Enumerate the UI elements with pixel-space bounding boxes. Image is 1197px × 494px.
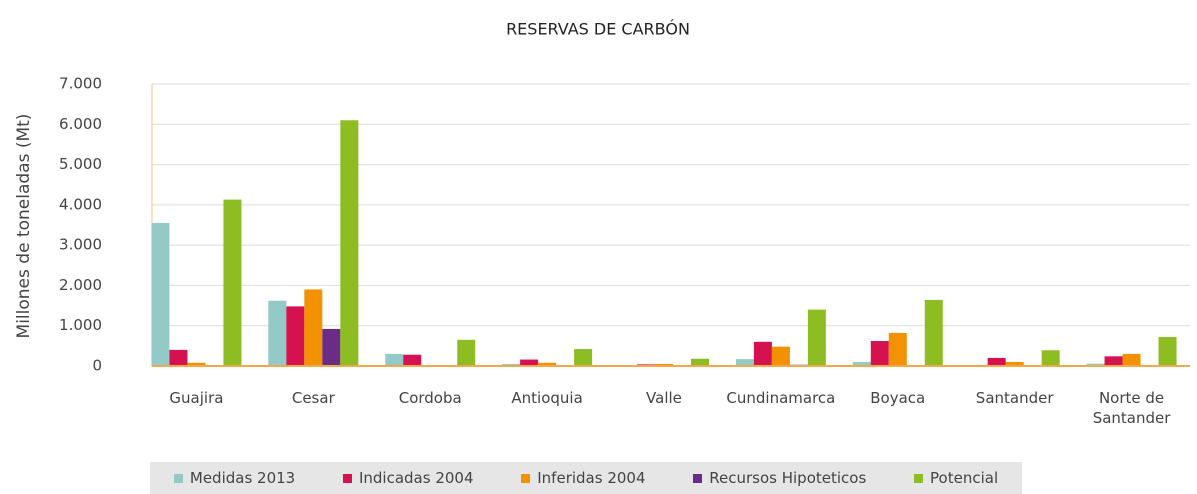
x-tick-label: Cundinamarca xyxy=(726,389,836,407)
legend-item: Indicadas 2004 xyxy=(342,469,474,487)
bar xyxy=(304,289,323,366)
bar xyxy=(1122,353,1141,366)
chart: RESERVAS DE CARBÓN Millones de toneladas… xyxy=(14,20,1190,375)
bar xyxy=(322,328,341,366)
bar xyxy=(870,341,889,366)
chart-title: RESERVAS DE CARBÓN xyxy=(506,20,690,39)
bar xyxy=(385,353,404,366)
legend-label: Potencial xyxy=(930,469,999,487)
y-tick-label: 3.000 xyxy=(59,236,102,254)
bar xyxy=(1104,356,1123,366)
bar xyxy=(169,349,188,366)
bar xyxy=(520,359,539,366)
x-tick-label: Cordoba xyxy=(398,389,462,407)
bar xyxy=(1041,350,1060,366)
y-tick-label: 6.000 xyxy=(59,115,102,133)
bar xyxy=(924,299,943,366)
legend-swatch xyxy=(521,473,531,483)
legend-item: Potencial xyxy=(914,469,998,487)
bar xyxy=(286,306,305,366)
y-tick-label: 5.000 xyxy=(59,155,102,173)
bar xyxy=(151,222,170,366)
legend: Medidas 2013 Indicadas 2004 Inferidas 2004… xyxy=(150,462,1022,494)
bar xyxy=(268,300,287,366)
bar xyxy=(223,199,242,366)
bar xyxy=(187,362,206,366)
bar xyxy=(987,357,1006,366)
legend-swatch xyxy=(173,473,183,483)
y-tick-label: 7.000 xyxy=(59,75,102,93)
bar xyxy=(691,358,709,366)
bar xyxy=(574,349,593,366)
bar xyxy=(340,120,359,366)
bar xyxy=(403,354,422,366)
legend-label: Inferidas 2004 xyxy=(537,469,646,487)
bar xyxy=(457,339,476,366)
bar xyxy=(1005,361,1024,366)
legend-item: Recursos Hipoteticos xyxy=(693,469,866,487)
legend-item: Inferidas 2004 xyxy=(521,469,646,487)
legend-item: Medidas 2013 xyxy=(173,469,296,487)
x-tick-label: Antioquia xyxy=(511,389,583,407)
x-tick-label: Guajira xyxy=(169,389,224,407)
x-tick-label: Cesar xyxy=(291,389,335,407)
x-tick-label: Santander xyxy=(975,389,1054,407)
x-tick-label: Valle xyxy=(646,389,682,407)
legend-label: Medidas 2013 xyxy=(189,469,296,487)
bar xyxy=(735,359,754,366)
bar xyxy=(1158,336,1177,366)
legend-label: Indicadas 2004 xyxy=(358,469,474,487)
bar xyxy=(807,309,826,366)
legend-label: Recursos Hipoteticos xyxy=(709,469,867,487)
bar xyxy=(1086,363,1105,366)
legend-swatch xyxy=(342,473,352,483)
legend-swatch xyxy=(914,473,924,483)
x-tick-label: Norte de Santander xyxy=(1092,389,1171,427)
bar xyxy=(502,363,521,366)
x-tick-label: Boyaca xyxy=(870,389,926,407)
bar xyxy=(753,341,772,366)
bar xyxy=(852,361,871,366)
y-tick-label: 0 xyxy=(92,357,102,375)
legend-swatch xyxy=(693,473,703,483)
bar xyxy=(771,346,790,366)
bar xyxy=(888,332,907,366)
bar xyxy=(655,363,673,366)
y-tick-label: 1.000 xyxy=(59,316,102,334)
y-axis-label: Millones de toneladas (Mt) xyxy=(14,114,34,339)
bar xyxy=(538,362,557,366)
y-tick-label: 2.000 xyxy=(59,276,102,294)
y-tick-label: 4.000 xyxy=(59,195,102,213)
